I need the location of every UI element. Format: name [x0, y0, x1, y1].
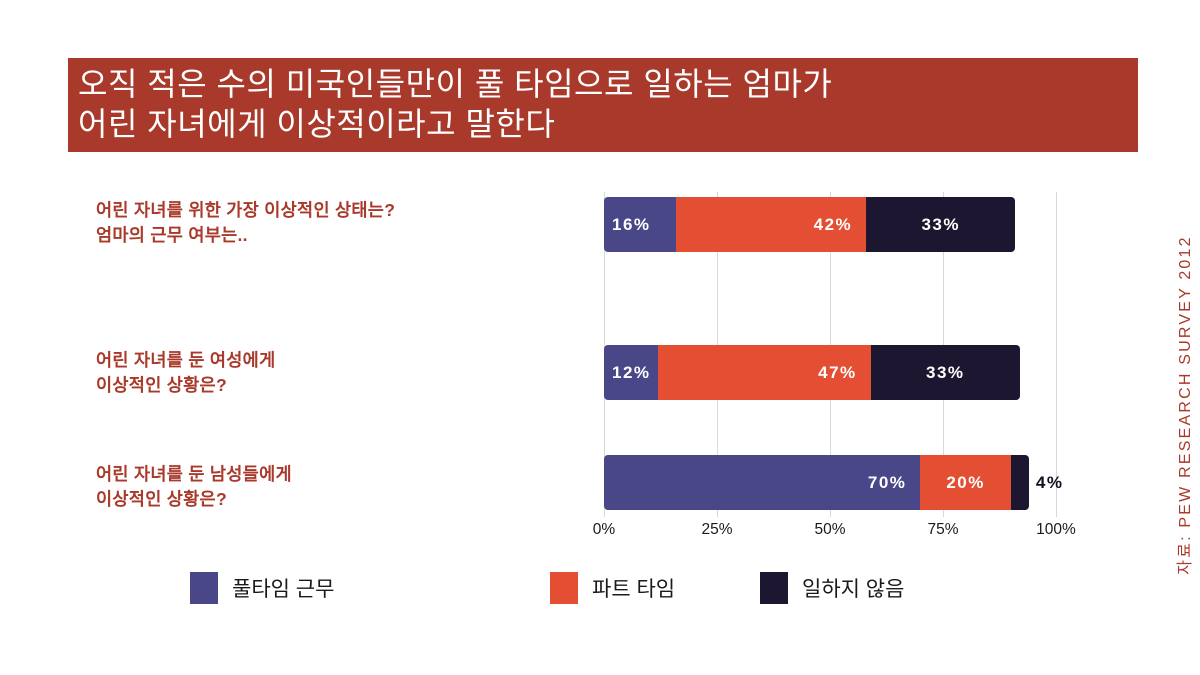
bar-segment-0-1: 42%	[676, 197, 867, 252]
legend-swatch-2	[760, 572, 788, 604]
bar-segment-0-0: 16%	[604, 197, 677, 252]
x-tick-label-2: 50%	[814, 521, 846, 538]
bar-segment-1-2: 33%	[870, 345, 1020, 400]
x-tick-label-0: 0%	[592, 521, 616, 538]
bar-segment-2-1: 20%	[920, 455, 1011, 510]
bar-row-2: 70% 20% 4%	[604, 455, 1062, 510]
chart-legend: 풀타임 근무 파트 타임 일하지 않음	[190, 568, 990, 608]
category-label-1: 어린 자녀를 둔 여성에게 이상적인 상황은?	[96, 348, 596, 398]
bar-segment-1-0: 12%	[604, 345, 659, 400]
bar-value-2-2: 4%	[1035, 472, 1064, 492]
legend-item-0[interactable]: 풀타임 근무	[190, 568, 334, 608]
legend-label-2: 일하지 않음	[802, 578, 905, 601]
category-label-0-line-1: 어린 자녀를 위한 가장 이상적인 상태는?	[96, 200, 396, 220]
bar-row-0: 16% 42% 33%	[604, 197, 1056, 252]
category-label-2-line-1: 어린 자녀를 둔 남성들에게	[96, 464, 292, 484]
legend-swatch-0	[190, 572, 218, 604]
x-axis: 0% 25% 50% 75% 100%	[593, 521, 1076, 545]
bar-segment-1-1: 47%	[658, 345, 871, 400]
source-note-text: 자료: PEW RESEARCH SURVEY 2012	[1177, 235, 1194, 575]
bar-value-0-2: 33%	[921, 214, 960, 234]
category-label-2: 어린 자녀를 둔 남성들에게 이상적인 상황은?	[96, 462, 596, 512]
bar-value-1-1: 47%	[818, 362, 857, 382]
legend-swatch-1	[550, 572, 578, 604]
bar-segment-2-0: 70%	[604, 455, 921, 510]
legend-item-1[interactable]: 파트 타임	[550, 568, 675, 608]
x-tick-label-3: 75%	[927, 521, 959, 538]
title-line-1: 오직 적은 수의 미국인들만이 풀 타임으로 일하는 엄마가	[78, 66, 833, 102]
title-line-2: 어린 자녀에게 이상적이라고 말한다	[78, 106, 556, 142]
legend-label-0: 풀타임 근무	[232, 578, 335, 601]
category-label-1-line-1: 어린 자녀를 둔 여성에게	[96, 350, 276, 370]
category-label-0-line-2: 엄마의 근무 여부는..	[96, 225, 248, 245]
bar-value-1-0: 12%	[612, 362, 651, 382]
bar-value-2-0: 70%	[867, 472, 907, 492]
gridline-100	[1056, 192, 1057, 517]
bar-segment-0-2: 33%	[866, 197, 1016, 252]
source-note: 자료: PEW RESEARCH SURVEY 2012	[1168, 180, 1198, 630]
legend-label-1: 파트 타임	[592, 578, 676, 601]
bar-value-0-1: 42%	[813, 214, 853, 234]
category-label-2-line-2: 이상적인 상황은?	[96, 489, 227, 509]
bar-value-1-2: 33%	[925, 362, 965, 382]
bar-value-2-1: 20%	[946, 472, 985, 492]
bar-track-1: 12% 47% 33%	[604, 345, 1056, 400]
category-label-0: 어린 자녀를 위한 가장 이상적인 상태는? 엄마의 근무 여부는..	[96, 198, 596, 248]
bar-track-0: 16% 42% 33%	[604, 197, 1056, 252]
bar-segment-2-2	[1010, 455, 1029, 510]
plot-area: 16% 42% 33% 12% 47% 33% 70% 20% 4%	[604, 192, 1062, 517]
legend-item-2[interactable]: 일하지 않음	[760, 568, 904, 608]
category-label-1-line-2: 이상적인 상황은?	[96, 375, 227, 395]
title-banner: 오직 적은 수의 미국인들만이 풀 타임으로 일하는 엄마가 어린 자녀에게 이…	[68, 58, 1138, 152]
x-tick-label-1: 25%	[701, 521, 733, 538]
bar-track-2: 70% 20% 4%	[604, 455, 1062, 510]
bar-row-1: 12% 47% 33%	[604, 345, 1056, 400]
bar-value-0-0: 16%	[612, 214, 651, 234]
x-tick-label-4: 100%	[1036, 521, 1076, 538]
